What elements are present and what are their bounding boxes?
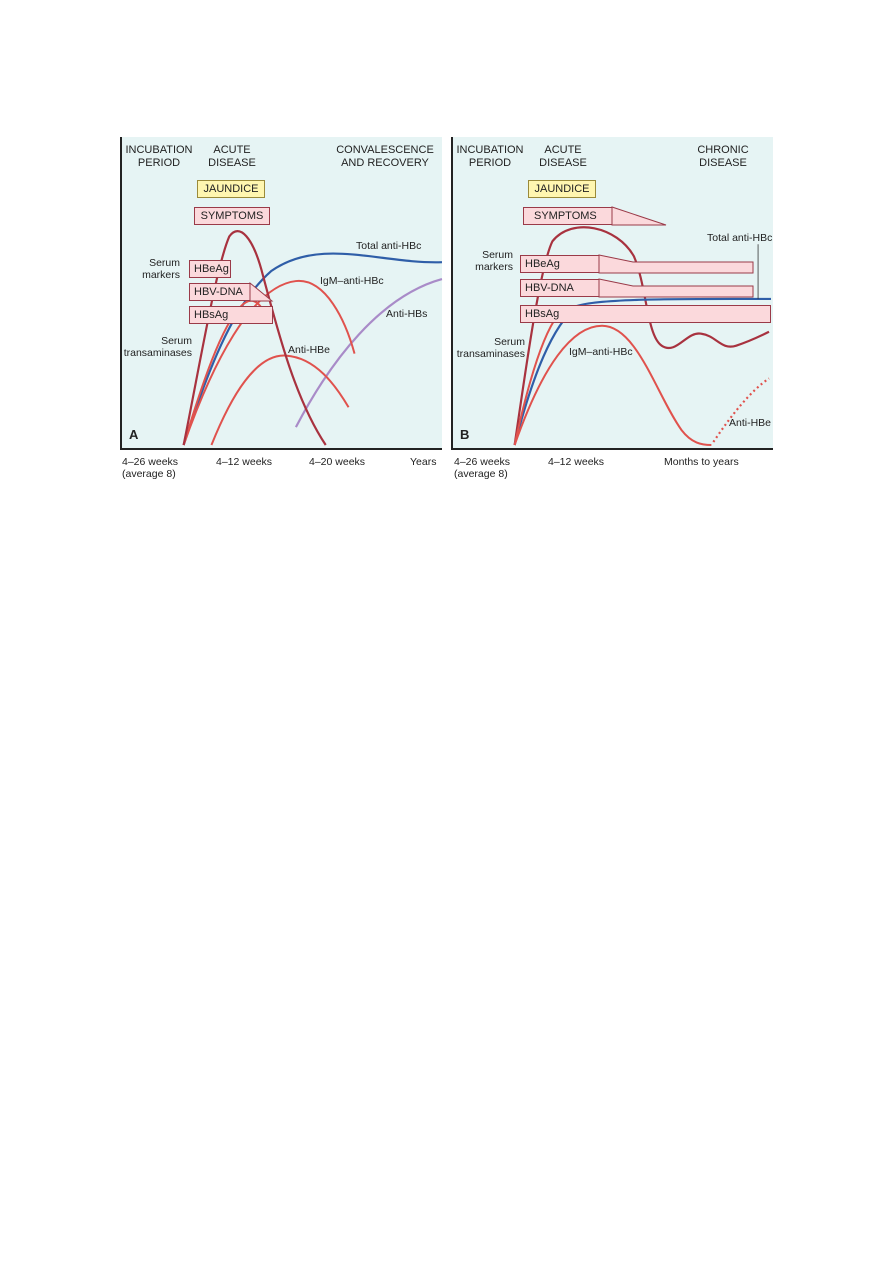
hbv-dna-band (598, 278, 754, 298)
anti-hbs-label: Anti-HBs (386, 308, 428, 320)
panel-a-tick-incubation: 4–26 weeks (average 8) (122, 456, 179, 480)
anti-hbe-label: Anti-HBe (288, 344, 331, 356)
chronic-disease-header: CHRONIC DISEASE (697, 144, 749, 169)
serum-transaminases-label: Serum transaminases (456, 336, 525, 360)
acute-disease-header: ACUTE DISEASE (208, 144, 256, 169)
panel-a-letter: A (129, 427, 139, 442)
igm-anti-hbc-label: IgM–anti-HBc (320, 275, 384, 287)
serum-markers-label: Serum markers (142, 257, 180, 281)
incubation-period-header: INCUBATION PERIOD (456, 144, 524, 169)
incubation-period-header: INCUBATION PERIOD (125, 144, 193, 169)
jaundice-box: JAUNDICE (528, 180, 596, 198)
panel-b: INCUBATION PERIOD ACUTE DISEASE CHRONIC … (451, 137, 773, 450)
panel-b-tick-chronic: Months to years (664, 456, 739, 468)
anti-hbe-curve (210, 354, 350, 446)
anti-hbe-label: Anti-HBe (729, 417, 772, 429)
panel-a-curves (182, 230, 443, 446)
hbv-dna-taper (249, 281, 274, 302)
jaundice-box: JAUNDICE (197, 180, 265, 198)
acute-disease-header: ACUTE DISEASE (539, 144, 587, 169)
panel-a-tick-acute: 4–12 weeks (216, 456, 273, 468)
igm-anti-hbc-curve (513, 324, 712, 447)
total-anti-hbc-label: Total anti-HBc (707, 232, 773, 244)
panel-a-tick-convalescence: 4–20 weeks (309, 456, 366, 468)
serum-transaminases-label: Serum transaminases (123, 335, 192, 359)
hbv-dna-box: HBV-DNA (189, 283, 251, 301)
transaminases-curve (182, 230, 327, 446)
anti-hbe-curve (712, 377, 770, 443)
symptoms-box: SYMPTOMS (194, 207, 270, 225)
panel-b-tick-incubation: 4–26 weeks (average 8) (454, 456, 511, 480)
serum-markers-label: Serum markers (475, 249, 513, 273)
panel-a-tick-years: Years (410, 456, 437, 468)
hbeag-box: HBeAg (189, 260, 231, 278)
anti-hbs-curve (294, 278, 443, 428)
hbeag-band (598, 254, 754, 274)
symptoms-taper (611, 206, 667, 226)
hbv-dna-box: HBV-DNA (520, 279, 600, 297)
igm-anti-hbc-curve (182, 280, 356, 446)
panel-b-letter: B (460, 427, 470, 442)
panel-b-tick-acute: 4–12 weeks (548, 456, 605, 468)
panel-a: INCUBATION PERIOD ACUTE DISEASE CONVALES… (120, 137, 443, 450)
total-anti-hbc-label: Total anti-HBc (356, 240, 422, 252)
hbsag-box: HBsAg (189, 306, 273, 324)
total-anti-hbc-curve (182, 252, 443, 446)
convalescence-header: CONVALESCENCE AND RECOVERY (336, 144, 434, 169)
igm-anti-hbc-label: IgM–anti-HBc (569, 346, 633, 358)
symptoms-box: SYMPTOMS (523, 207, 613, 225)
hbsag-box: HBsAg (520, 305, 771, 323)
hbeag-box: HBeAg (520, 255, 600, 273)
